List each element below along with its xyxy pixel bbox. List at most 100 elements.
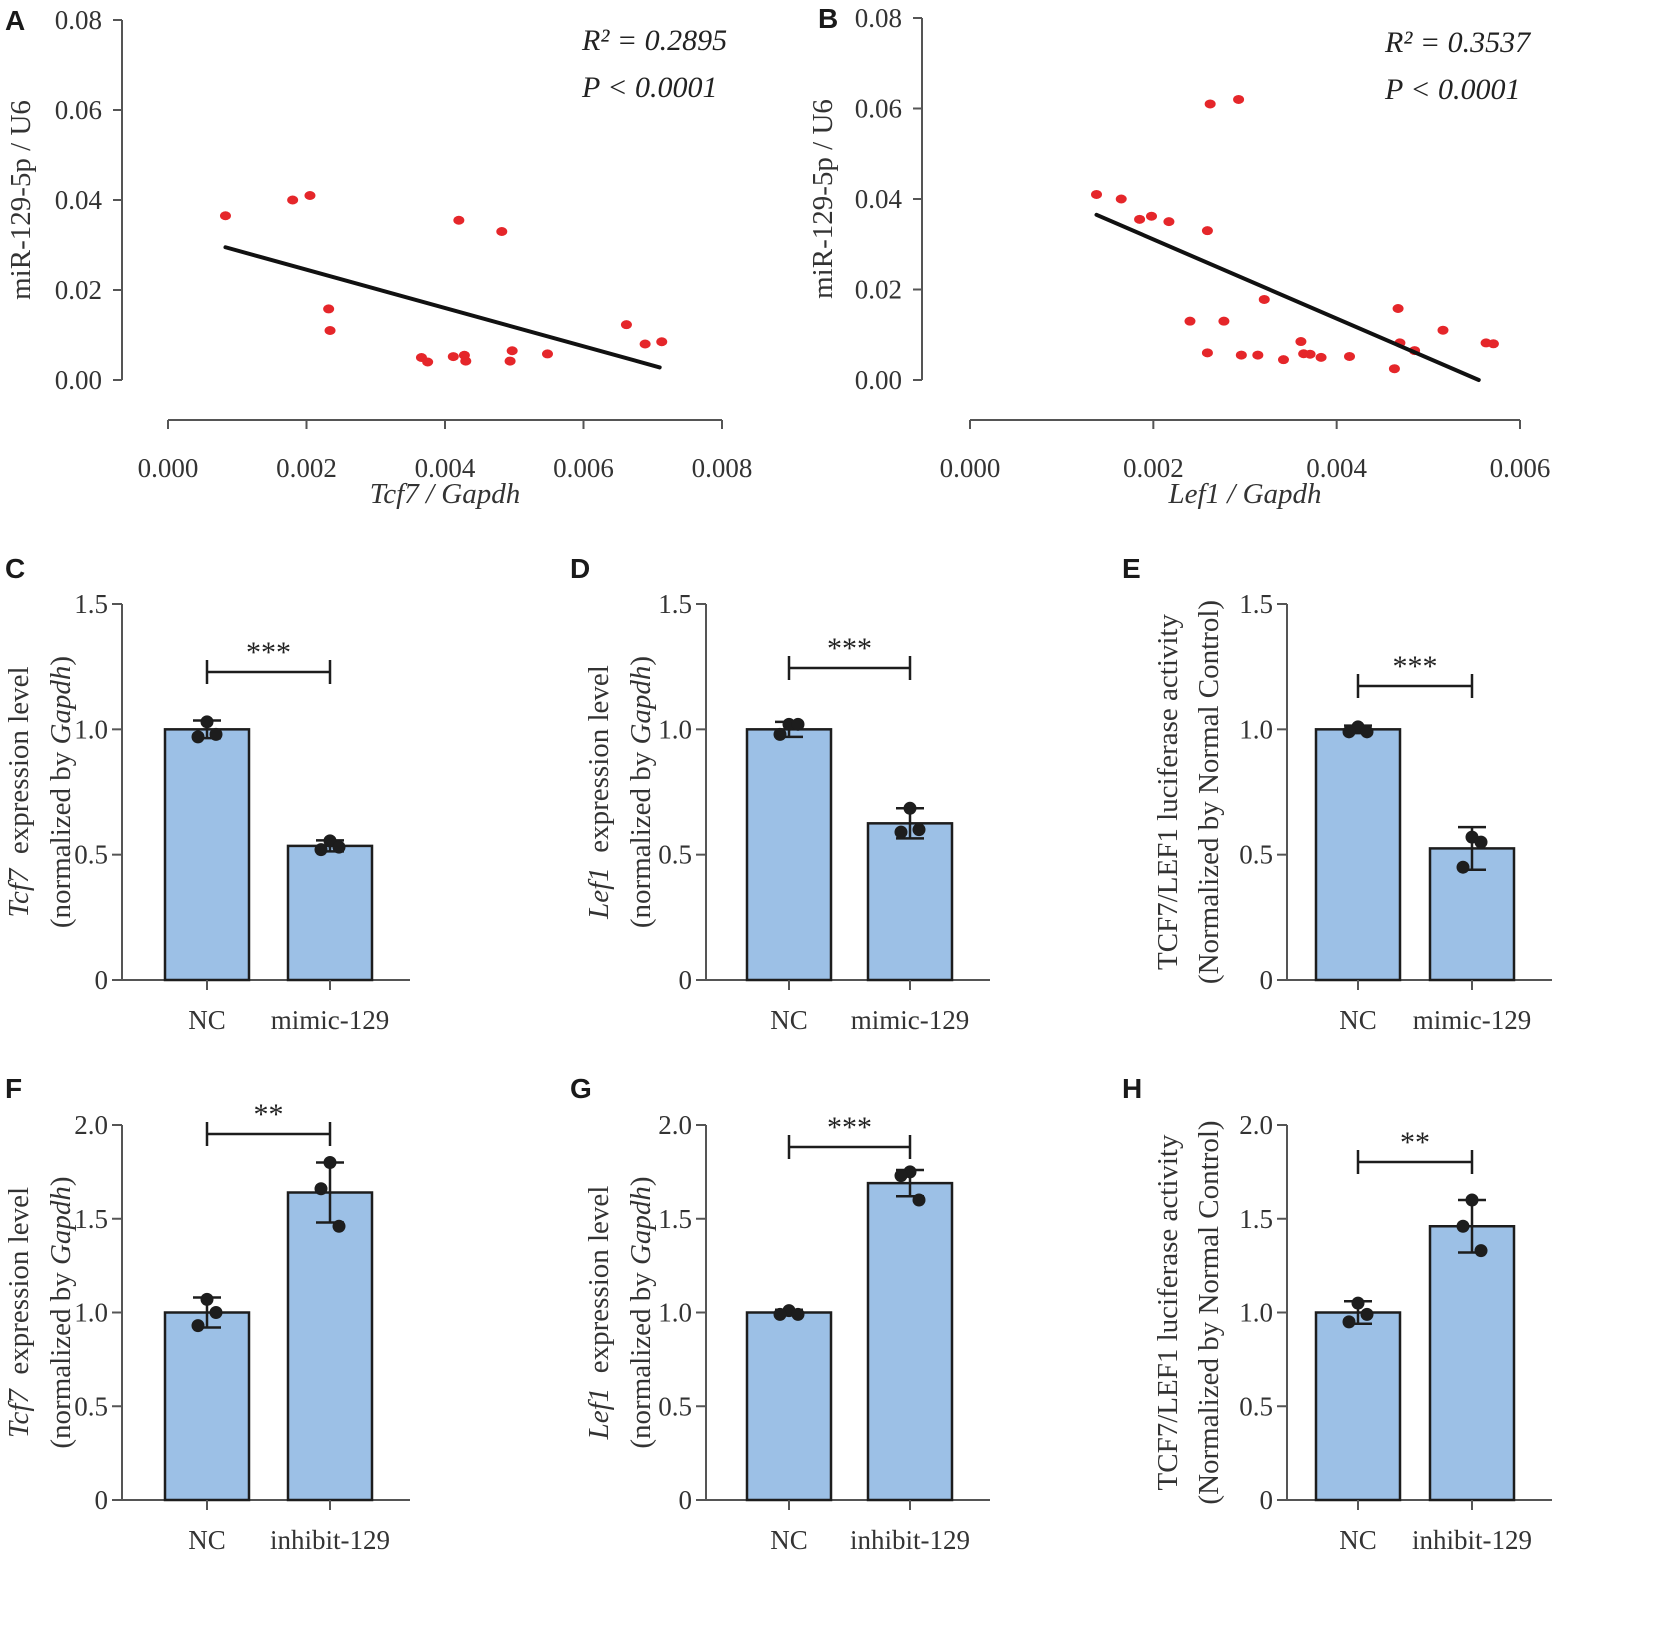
panel-E: E 0 0.5 1.0 1.5 NC mimic-129 *** TCF7/LEF1 lucif… — [1122, 553, 1552, 1035]
x-tick-label: 0.004 — [415, 453, 476, 483]
bar — [866, 1181, 954, 1502]
y-axis-rest: expression level — [583, 665, 615, 853]
y-tick-label: 0 — [95, 965, 109, 995]
y-tick-label: 1.5 — [658, 589, 692, 619]
data-point — [287, 195, 299, 205]
replicate-point — [791, 717, 805, 731]
y-tick-label: 0 — [1260, 965, 1274, 995]
bar — [286, 1191, 374, 1502]
y-axis-subtitle-pre: (normalized by — [625, 745, 657, 929]
y-axis-subtitle-gene: Gapdh — [45, 666, 77, 745]
y-tick-label: 0.08 — [55, 5, 102, 35]
y-tick-label: 0.02 — [55, 275, 102, 305]
category-label: NC — [770, 1525, 808, 1555]
replicate-point — [773, 727, 787, 741]
significance-marker: ** — [254, 1098, 284, 1131]
data-point — [1233, 94, 1245, 104]
y-tick-label: 1.5 — [74, 1204, 108, 1234]
data-point — [453, 215, 465, 225]
y-tick-label: 0.02 — [855, 275, 902, 305]
y-axis-subtitle-gene: Gapdh — [45, 1186, 77, 1265]
y-axis-subtitle-gene: Gapdh — [625, 1186, 657, 1265]
y-axis-title: Lef1 expression level — [583, 1186, 615, 1441]
category-label: NC — [1339, 1005, 1377, 1035]
significance-marker: ** — [1400, 1126, 1430, 1159]
r-squared-label: R² = 0.2895 — [581, 24, 727, 57]
y-axis-rest: expression level — [583, 1186, 615, 1374]
y-tick-label: 0.06 — [55, 95, 102, 125]
replicate-point — [791, 1307, 805, 1321]
x-tick-label: 0.002 — [1123, 453, 1184, 483]
bar — [745, 728, 833, 982]
y-tick-label: 0.5 — [74, 840, 108, 870]
y-axis-title: Tcf7 expression level — [3, 1187, 35, 1438]
y-axis-gene: Lef1 — [583, 1388, 615, 1441]
significance-marker: *** — [827, 1111, 872, 1144]
replicate-point — [1474, 835, 1488, 849]
panel-A: A 0.00 0.02 0.04 0.06 0.08 0.000 0.002 0.004 0.00… — [5, 5, 752, 510]
panel-label: D — [570, 553, 590, 584]
data-point — [447, 352, 459, 362]
regression-line — [223, 245, 662, 370]
panel-label: C — [5, 553, 25, 584]
data-point — [1163, 217, 1175, 227]
y-tick-label: 0.5 — [658, 1391, 692, 1421]
category-label: mimic-129 — [1413, 1005, 1531, 1035]
x-tick-label: 0.008 — [692, 453, 753, 483]
panel-C: C 0 0.5 1.0 1.5 NC mimic-129 *** Tcf7 expression… — [3, 553, 410, 1035]
y-tick-label: 1.5 — [1239, 1204, 1273, 1234]
significance-marker: *** — [1393, 650, 1438, 683]
p-value-label: P < 0.0001 — [581, 71, 718, 104]
x-axis-title: Tcf7 / Gapdh — [370, 478, 520, 510]
regression-line — [1094, 212, 1481, 382]
replicate-point — [332, 1219, 346, 1233]
category-label: mimic-129 — [271, 1005, 389, 1035]
x-tick-label: 0.006 — [1490, 453, 1551, 483]
y-tick-label: 2.0 — [658, 1110, 692, 1140]
y-tick-label: 1.0 — [74, 714, 108, 744]
y-axis-subtitle-pre: (normalized by — [45, 745, 77, 929]
replicate-point — [894, 825, 908, 839]
x-tick-label: 0.004 — [1306, 453, 1367, 483]
replicate-point — [1360, 1307, 1374, 1321]
y-tick-label: 0.04 — [855, 184, 903, 214]
y-tick-label: 0.5 — [658, 840, 692, 870]
data-point — [422, 357, 434, 367]
y-axis-rest: expression level — [3, 1187, 35, 1375]
bar — [1428, 1225, 1516, 1502]
y-tick-label: 0.5 — [74, 1391, 108, 1421]
significance-marker: *** — [827, 632, 872, 665]
y-tick-label: 0.08 — [855, 3, 902, 33]
y-tick-label: 0.04 — [55, 185, 103, 215]
data-point — [541, 349, 553, 359]
category-label: inhibit-129 — [270, 1525, 390, 1555]
y-tick-label: 0.5 — [1239, 1391, 1273, 1421]
data-point — [460, 356, 472, 366]
data-point — [1184, 316, 1196, 326]
y-tick-label: 0.00 — [855, 365, 902, 395]
y-tick-label: 1.5 — [74, 589, 108, 619]
y-tick-label: 1.0 — [1239, 1298, 1273, 1328]
panel-label: H — [1122, 1073, 1142, 1104]
replicate-point — [314, 843, 328, 857]
data-point — [1295, 337, 1307, 347]
y-tick-label: 0.00 — [55, 365, 102, 395]
replicate-point — [894, 1169, 908, 1183]
y-axis-gene: Lef1 — [583, 867, 615, 920]
y-axis-subtitle-pre: (normalized by — [45, 1265, 77, 1449]
data-point — [304, 191, 316, 200]
x-tick-label: 0.006 — [553, 453, 614, 483]
y-tick-label: 0 — [1260, 1485, 1274, 1515]
bar — [163, 1311, 251, 1502]
data-point — [1315, 352, 1327, 362]
y-tick-label: 0.06 — [855, 94, 902, 124]
replicate-point — [1351, 1296, 1365, 1310]
replicate-point — [912, 823, 926, 837]
p-value-label: P < 0.0001 — [1384, 73, 1521, 106]
y-axis-subtitle: (normalized by Gapdh) — [625, 656, 657, 928]
replicate-point — [912, 1193, 926, 1207]
data-point — [1204, 99, 1216, 109]
category-label: inhibit-129 — [1412, 1525, 1532, 1555]
replicate-point — [1342, 1315, 1356, 1329]
